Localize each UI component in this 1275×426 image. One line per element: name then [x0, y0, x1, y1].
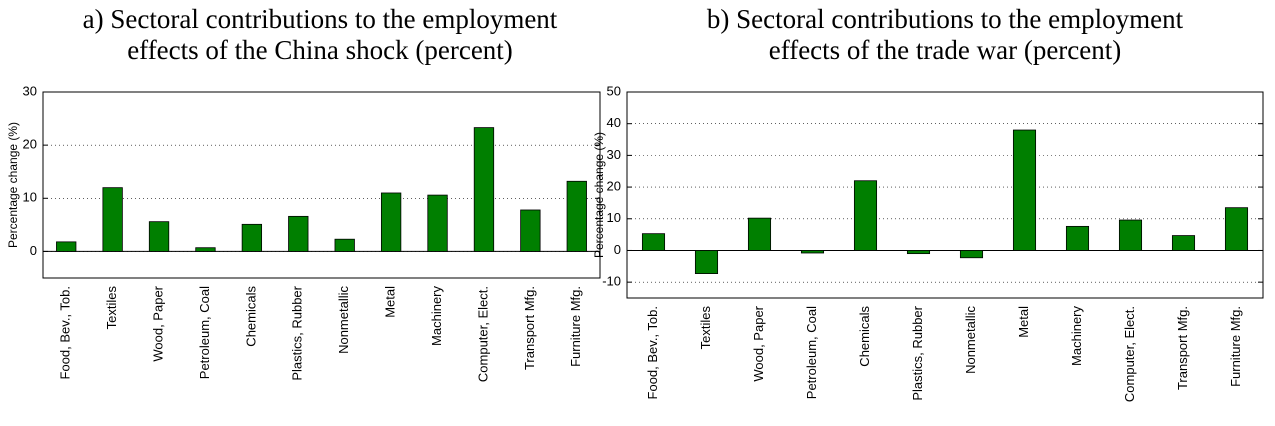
x-tick-label: Metal: [1016, 306, 1031, 338]
x-tick-label: Computer, Elect.: [1122, 306, 1137, 402]
chart-title: effects of the trade war (percent): [769, 35, 1122, 65]
y-tick-label: 0: [30, 243, 37, 258]
plot-frame: [626, 91, 1264, 299]
chart-title: a) Sectoral contributions to the employm…: [83, 4, 558, 34]
y-tick-label: 50: [607, 83, 621, 98]
bar: [380, 192, 402, 252]
y-axis-label: Percentage change (%): [592, 132, 606, 258]
x-tick-label: Food, Bev., Tob.: [58, 286, 73, 379]
y-axis-label: Percentage change (%): [6, 122, 20, 248]
bar: [334, 238, 355, 252]
bar: [1118, 219, 1143, 251]
y-tick-label: 0: [614, 242, 621, 257]
x-tick-label: Transport Mfg.: [522, 286, 537, 370]
bar: [641, 233, 666, 251]
y-tick-label: -10: [602, 274, 621, 289]
bar: [747, 217, 772, 251]
x-tick-label: Nonmetallic: [336, 286, 351, 354]
x-tick-label: Textiles: [104, 286, 119, 330]
bar: [1065, 225, 1090, 251]
bar: [1171, 235, 1196, 251]
plot-frame: [42, 91, 601, 279]
bar: [473, 127, 495, 252]
x-tick-label: Wood, Paper: [751, 305, 766, 381]
x-tick-label: Wood, Paper: [150, 285, 165, 361]
x-tick-label: Food, Bev., Tob.: [645, 306, 660, 399]
bar: [1224, 207, 1249, 251]
y-tick-label: 30: [607, 147, 621, 162]
x-tick-label: Furniture Mfg.: [568, 286, 583, 367]
x-tick-label: Petroleum, Coal: [197, 286, 212, 379]
bar: [56, 241, 77, 252]
bar: [853, 180, 878, 251]
x-tick-label: Furniture Mfg.: [1228, 306, 1243, 387]
bar: [520, 209, 541, 252]
x-tick-label: Plastics, Rubber: [290, 285, 305, 380]
x-tick-label: Petroleum, Coal: [804, 306, 819, 399]
bar: [288, 215, 309, 252]
bar: [148, 221, 170, 252]
x-tick-label: Plastics, Rubber: [910, 305, 925, 400]
y-tick-label: 10: [607, 210, 621, 225]
x-tick-label: Chemicals: [857, 306, 872, 367]
bar: [427, 194, 448, 252]
bar: [195, 247, 216, 252]
x-tick-label: Metal: [383, 286, 398, 318]
x-tick-label: Transport Mfg.: [1175, 306, 1190, 390]
x-tick-label: Computer, Elect.: [475, 286, 490, 382]
bar: [102, 187, 123, 252]
chart-title: b) Sectoral contributions to the employm…: [707, 4, 1184, 34]
bar: [906, 250, 931, 255]
y-tick-label: 30: [23, 83, 37, 98]
x-tick-label: Textiles: [698, 306, 713, 350]
y-tick-label: 20: [23, 137, 37, 152]
bar: [566, 180, 587, 252]
bar: [694, 250, 719, 274]
y-tick-label: 40: [607, 115, 621, 130]
bar: [800, 250, 825, 254]
x-tick-label: Chemicals: [243, 286, 258, 347]
x-tick-label: Nonmetallic: [963, 306, 978, 374]
y-tick-label: 10: [23, 190, 37, 205]
y-tick-label: 20: [607, 179, 621, 194]
x-tick-label: Machinery: [1069, 306, 1084, 366]
x-tick-label: Machinery: [429, 286, 444, 346]
bar: [959, 250, 984, 259]
chart-title: effects of the China shock (percent): [127, 35, 513, 65]
bar: [241, 223, 263, 252]
bar: [1012, 129, 1037, 251]
